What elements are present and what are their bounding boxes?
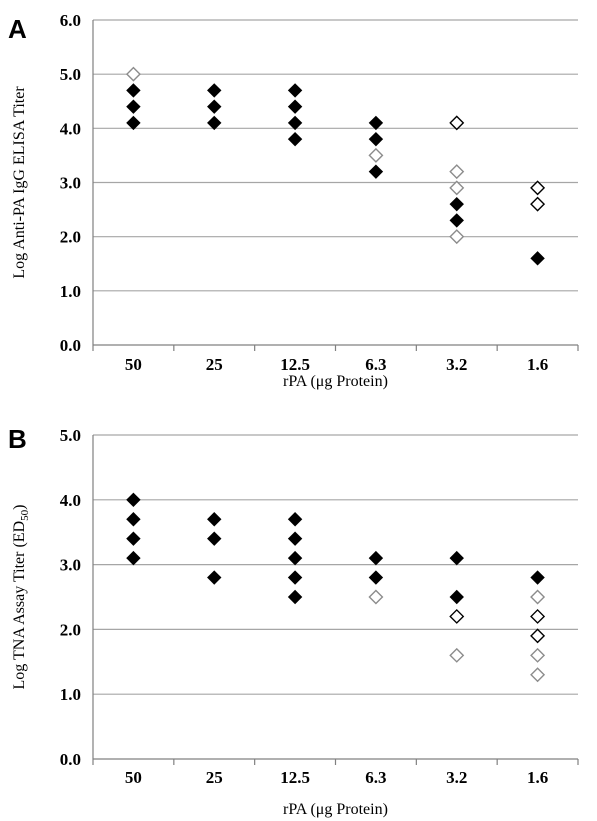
panel-b-data-point — [449, 608, 465, 624]
panel-b-data-point — [449, 647, 465, 663]
panel-b-data-point — [207, 531, 222, 546]
panel-a-x-tick-label: 12.5 — [280, 355, 310, 374]
panel-b-x-axis-label: rPA (μg Protein) — [283, 801, 388, 818]
panel-a-y-tick-label: 1.0 — [60, 282, 81, 301]
panel-a-data-point — [126, 83, 141, 98]
panel-b-y-tick-label: 1.0 — [60, 685, 81, 704]
panel-a-data-point — [530, 180, 546, 196]
panel-a-data-point — [530, 196, 546, 212]
panel-b-data-point — [287, 570, 303, 585]
panel-b-data-point — [530, 647, 546, 663]
panel-b-data-point — [287, 550, 303, 566]
panel-a-x-tick-label: 1.6 — [527, 355, 548, 374]
panel-b-data-point — [530, 667, 546, 683]
panel-a-data-point — [530, 251, 545, 266]
panel-b-data-point — [207, 570, 222, 585]
panel-a-data-point — [287, 131, 303, 147]
panel-b-y-axis-label-end: ) — [11, 505, 28, 510]
panel-a-data-point — [449, 180, 465, 196]
panel-a-data-point — [449, 213, 464, 228]
panel-a-data-point — [126, 99, 141, 114]
panel-a-letter: A — [8, 14, 27, 44]
panel-a-y-tick-label: 3.0 — [60, 174, 81, 193]
panel-b-x-tick-label: 12.5 — [280, 768, 310, 787]
panel-a-y-tick-label: 4.0 — [60, 119, 81, 138]
panel-b-data-point — [126, 550, 141, 566]
panel-b-data-point — [368, 550, 384, 566]
panel-b-y-axis-label-main: Log TNA Assay Titer (ED — [11, 521, 28, 690]
panel-a-data-point — [287, 115, 303, 131]
panel-a-x-tick-label: 6.3 — [365, 355, 386, 374]
panel-b-data-point — [287, 531, 303, 546]
panel-b-y-tick-label: 4.0 — [60, 491, 81, 510]
panel-a-data-point — [368, 131, 384, 147]
panel-a-data-point — [368, 115, 384, 131]
panel-b-y-tick-label: 2.0 — [60, 620, 81, 639]
panel-a-data-point — [287, 99, 303, 114]
panel-b-data-point — [449, 550, 464, 566]
panel-b-chart: B Log TNA Assay Titer (ED50) rPA (μg Pro… — [8, 424, 579, 818]
panel-a-data-point — [449, 115, 465, 131]
panel-b-y-axis-label-sub: 50 — [19, 509, 31, 521]
panel-b-data-point — [368, 589, 384, 605]
panel-b-x-tick-label: 3.2 — [446, 768, 467, 787]
panel-b-data-point — [530, 608, 546, 624]
panel-a-data-point — [207, 83, 222, 98]
panel-b-y-axis-label: Log TNA Assay Titer (ED50) — [11, 505, 31, 690]
panel-a-data-point — [368, 164, 384, 179]
panel-b-data-point — [449, 589, 464, 605]
panel-b-x-tick-label: 1.6 — [527, 768, 548, 787]
panel-b-data-point — [530, 570, 545, 585]
panel-b-data-point — [126, 492, 141, 508]
panel-b-data-point — [287, 512, 303, 527]
panel-b-data-point — [530, 589, 546, 605]
panel-b-data-point — [207, 512, 222, 527]
panel-a-data-point — [207, 99, 222, 114]
panel-b-data-point — [530, 628, 546, 644]
panel-b-y-tick-label: 5.0 — [60, 426, 81, 445]
panel-a-data-point — [207, 115, 222, 131]
panel-a-x-tick-label: 25 — [206, 355, 223, 374]
panel-b-x-tick-label: 25 — [206, 768, 223, 787]
panel-b-data-point — [126, 512, 141, 527]
panel-a-y-tick-label: 2.0 — [60, 228, 81, 247]
panel-b-y-tick-label: 0.0 — [60, 750, 81, 769]
panel-a-y-tick-label: 5.0 — [60, 65, 81, 84]
panel-a-x-tick-label: 3.2 — [446, 355, 467, 374]
panel-a-data-point — [368, 147, 384, 163]
panel-a-chart: A Log Anti-PA IgG ELISA Titer rPA (μg Pr… — [8, 11, 579, 390]
panel-a-data-point — [449, 164, 465, 180]
panel-a-data-point — [125, 66, 141, 82]
panel-a-x-tick-label: 50 — [125, 355, 142, 374]
panel-a-data-point — [287, 83, 303, 98]
panel-b-x-tick-label: 50 — [125, 768, 142, 787]
panel-a-data-point — [126, 115, 141, 131]
panel-a-data-point — [449, 229, 465, 245]
panel-b-y-tick-label: 3.0 — [60, 556, 81, 575]
panel-b-data-point — [126, 531, 141, 546]
panel-a-data-point — [449, 196, 464, 212]
panel-b-data-point — [368, 570, 384, 585]
panel-a-y-axis-label: Log Anti-PA IgG ELISA Titer — [11, 86, 28, 279]
panel-b-data-point — [287, 589, 303, 605]
panel-a-y-tick-label: 6.0 — [60, 11, 81, 30]
panel-a-y-tick-label: 0.0 — [60, 336, 81, 355]
panel-b-x-tick-label: 6.3 — [365, 768, 386, 787]
panel-b-letter: B — [8, 424, 27, 454]
panel-a-x-axis-label: rPA (μg Protein) — [283, 373, 388, 390]
